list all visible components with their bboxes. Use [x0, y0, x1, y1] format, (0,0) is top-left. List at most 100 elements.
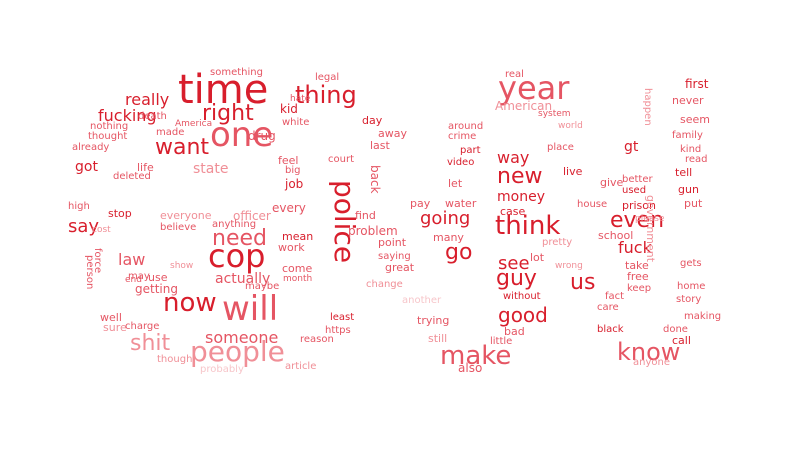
cloud-word: take — [625, 259, 649, 272]
cloud-word: getting — [135, 282, 178, 296]
cloud-word: police — [328, 180, 361, 264]
cloud-word: will — [222, 289, 279, 329]
cloud-word: seem — [680, 113, 710, 126]
cloud-word: trying — [417, 314, 450, 327]
cloud-word: maybe — [245, 281, 280, 292]
cloud-word: free — [627, 270, 649, 283]
cloud-word: though — [157, 354, 193, 365]
cloud-word: back — [368, 165, 382, 194]
cloud-word: reason — [300, 334, 334, 345]
cloud-word: going — [420, 208, 471, 229]
cloud-word: school — [598, 229, 634, 242]
cloud-word: sure — [103, 321, 127, 334]
cloud-word: month — [283, 274, 313, 284]
cloud-word: America — [175, 119, 213, 129]
cloud-word: please — [635, 214, 665, 224]
cloud-word: white — [282, 117, 310, 128]
cloud-word: got — [75, 159, 98, 175]
cloud-word: drug — [248, 129, 276, 143]
cloud-word: problem — [348, 224, 398, 238]
cloud-word: good — [498, 303, 548, 327]
cloud-word: crime — [448, 131, 477, 142]
cloud-word: call — [672, 334, 691, 347]
cloud-word: many — [433, 231, 464, 244]
cloud-word: someone — [205, 328, 279, 347]
cloud-word: let — [448, 177, 463, 190]
cloud-word: shit — [130, 331, 171, 356]
cloud-word: think — [495, 211, 561, 241]
cloud-word: one — [210, 115, 274, 155]
cloud-word: mean — [282, 230, 314, 243]
cloud-word: home — [677, 281, 706, 292]
cloud-word: law — [118, 250, 146, 269]
cloud-word: even — [610, 208, 665, 233]
cloud-word: read — [685, 154, 708, 165]
cloud-word: put — [684, 197, 703, 210]
cloud-word: new — [497, 164, 543, 189]
cloud-word: hate — [290, 94, 311, 104]
cloud-word: work — [278, 241, 305, 254]
cloud-word: pretty — [542, 237, 573, 248]
cloud-word: still — [428, 332, 448, 345]
cloud-word: now — [163, 288, 217, 318]
cloud-word: saying — [378, 251, 411, 262]
cloud-word: stop — [108, 207, 132, 220]
cloud-word: court — [328, 154, 354, 165]
cloud-word: give — [600, 176, 624, 189]
cloud-word: least — [330, 312, 355, 323]
cloud-word: house — [577, 199, 608, 210]
cloud-word: better — [622, 174, 653, 185]
cloud-word: family — [672, 130, 703, 141]
cloud-word: show — [170, 261, 194, 271]
cloud-word: high — [68, 201, 90, 212]
cloud-word: way — [497, 148, 530, 167]
cloud-word: death — [138, 111, 167, 122]
cloud-word: without — [503, 291, 541, 302]
cloud-word: deleted — [113, 171, 151, 182]
cloud-word: fact — [605, 291, 625, 302]
cloud-word: well — [100, 311, 122, 324]
cloud-word: money — [497, 189, 545, 205]
cloud-word: first — [685, 77, 709, 91]
cloud-word: end — [125, 275, 142, 285]
cloud-word: something — [210, 67, 263, 78]
cloud-word: case — [500, 205, 526, 218]
cloud-word: year — [498, 69, 570, 107]
cloud-word: thing — [295, 81, 357, 109]
cloud-word: cop — [208, 237, 266, 275]
cloud-word: change — [366, 279, 403, 290]
cloud-word: us — [570, 270, 596, 295]
cloud-word: really — [125, 90, 170, 109]
cloud-word: day — [362, 114, 383, 127]
cloud-word: time — [178, 67, 269, 113]
cloud-word: story — [676, 294, 702, 305]
cloud-word: know — [617, 338, 681, 366]
cloud-word: https — [325, 325, 351, 336]
cloud-word: away — [378, 127, 407, 140]
cloud-word: done — [663, 324, 688, 335]
cloud-word: may — [128, 271, 150, 282]
cloud-word: anyone — [633, 357, 670, 368]
cloud-word: make — [440, 341, 512, 371]
cloud-word: every — [272, 201, 306, 215]
cloud-word: go — [445, 240, 473, 265]
cloud-word: live — [563, 165, 583, 178]
cloud-word: come — [282, 262, 313, 275]
cloud-word: lot — [530, 251, 545, 264]
cloud-word: also — [458, 361, 483, 375]
cloud-word: black — [597, 324, 624, 335]
cloud-word: probably — [200, 364, 244, 375]
cloud-word: video — [447, 157, 475, 168]
cloud-word: prison — [622, 199, 656, 212]
cloud-word: world — [558, 121, 583, 131]
cloud-word: use — [148, 271, 168, 284]
cloud-word: kid — [280, 102, 298, 116]
cloud-word: officer — [233, 209, 271, 223]
cloud-word: gets — [680, 258, 702, 269]
cloud-word: gt — [624, 139, 639, 155]
cloud-word: actually — [215, 271, 271, 287]
cloud-word: everyone — [160, 209, 212, 222]
cloud-word: point — [378, 236, 407, 249]
cloud-word: kind — [680, 144, 702, 155]
